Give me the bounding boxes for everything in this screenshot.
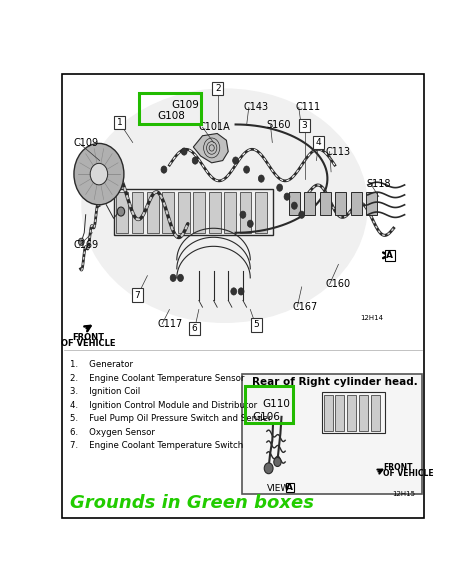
Bar <box>371 395 380 431</box>
Text: 5.    Fuel Pump Oil Pressure Switch and Sender: 5. Fuel Pump Oil Pressure Switch and Sen… <box>70 414 272 423</box>
Bar <box>116 192 128 233</box>
Bar <box>132 192 143 233</box>
Text: C143: C143 <box>244 103 269 113</box>
Text: 3.    Ignition Coil: 3. Ignition Coil <box>70 387 140 396</box>
Bar <box>351 192 362 214</box>
Bar <box>324 395 333 431</box>
Bar <box>322 393 385 433</box>
Bar <box>178 192 190 233</box>
Text: 4: 4 <box>316 138 321 147</box>
Circle shape <box>244 166 249 173</box>
Bar <box>114 116 125 130</box>
Bar <box>347 395 356 431</box>
Circle shape <box>284 193 290 200</box>
Text: 7.    Engine Coolant Temperature Switch: 7. Engine Coolant Temperature Switch <box>70 441 244 450</box>
Bar <box>286 483 294 492</box>
Text: 12H15: 12H15 <box>392 490 415 496</box>
Bar <box>299 118 310 132</box>
Circle shape <box>277 184 283 191</box>
Text: FRONT: FRONT <box>72 333 104 342</box>
Text: 12H14: 12H14 <box>360 315 383 321</box>
Circle shape <box>299 211 305 219</box>
Bar <box>336 395 344 431</box>
Ellipse shape <box>82 88 368 323</box>
Text: C167: C167 <box>293 302 318 312</box>
Bar <box>359 395 368 431</box>
Polygon shape <box>193 134 228 163</box>
Bar <box>193 192 205 233</box>
Circle shape <box>117 207 125 216</box>
Text: OF VEHICLE: OF VEHICLE <box>61 339 115 348</box>
Circle shape <box>274 458 281 466</box>
Text: Rear of Right cylinder head.: Rear of Right cylinder head. <box>252 377 418 387</box>
Circle shape <box>170 274 176 281</box>
Text: C109: C109 <box>73 138 98 148</box>
Text: OF VEHICLE: OF VEHICLE <box>383 469 434 478</box>
Text: 6: 6 <box>191 324 197 333</box>
Text: G106: G106 <box>253 412 281 422</box>
Text: C111: C111 <box>296 103 321 113</box>
Text: C169: C169 <box>73 240 98 250</box>
Bar <box>132 288 143 302</box>
Text: G109: G109 <box>171 100 199 110</box>
Text: G110: G110 <box>263 399 291 409</box>
Bar <box>139 93 201 124</box>
Circle shape <box>264 463 273 473</box>
Circle shape <box>240 211 246 219</box>
Text: C117: C117 <box>158 319 183 329</box>
Circle shape <box>233 157 238 164</box>
Text: 1.    Generator: 1. Generator <box>70 360 133 369</box>
Text: Grounds in Green boxes: Grounds in Green boxes <box>70 493 314 512</box>
Circle shape <box>231 288 237 295</box>
Circle shape <box>74 144 124 205</box>
Bar <box>246 386 292 423</box>
Bar <box>242 374 422 493</box>
Text: A: A <box>286 483 293 492</box>
Circle shape <box>161 166 167 173</box>
Circle shape <box>78 238 84 246</box>
Bar <box>366 192 377 214</box>
Text: 4.    Ignition Control Module and Distributor: 4. Ignition Control Module and Distribut… <box>70 401 257 410</box>
Text: 7: 7 <box>134 291 140 299</box>
Circle shape <box>238 288 244 295</box>
Text: G108: G108 <box>158 111 186 121</box>
Bar <box>255 192 267 233</box>
Bar <box>163 192 174 233</box>
Bar <box>319 192 331 214</box>
Text: C160: C160 <box>326 279 351 289</box>
Bar <box>224 192 236 233</box>
Bar <box>189 322 200 335</box>
Bar <box>147 192 159 233</box>
Circle shape <box>292 202 297 209</box>
Text: FRONT: FRONT <box>383 463 413 472</box>
Text: S118: S118 <box>366 179 391 189</box>
Bar <box>240 192 251 233</box>
Circle shape <box>181 148 187 155</box>
Circle shape <box>247 220 253 227</box>
Circle shape <box>192 157 198 164</box>
Text: 1: 1 <box>117 118 122 127</box>
Text: 3: 3 <box>302 121 308 130</box>
Text: C113: C113 <box>326 146 351 156</box>
Circle shape <box>258 175 264 182</box>
Bar <box>289 192 300 214</box>
Text: A: A <box>386 251 393 260</box>
Text: S160: S160 <box>266 120 291 130</box>
FancyBboxPatch shape <box>385 250 395 261</box>
Bar <box>114 189 273 234</box>
Text: 2: 2 <box>215 84 221 93</box>
Bar <box>209 192 220 233</box>
Bar <box>313 136 324 149</box>
Circle shape <box>90 163 108 185</box>
Text: 2.    Engine Coolant Temperature Sensor: 2. Engine Coolant Temperature Sensor <box>70 373 245 383</box>
Text: VIEW: VIEW <box>267 483 290 493</box>
Text: C101A: C101A <box>198 122 230 132</box>
Bar <box>212 81 223 95</box>
Circle shape <box>178 274 183 281</box>
Bar <box>335 192 346 214</box>
Bar <box>251 318 262 332</box>
Text: 5: 5 <box>253 321 259 329</box>
Bar <box>304 192 315 214</box>
Text: 6.    Oxygen Sensor: 6. Oxygen Sensor <box>70 428 155 437</box>
